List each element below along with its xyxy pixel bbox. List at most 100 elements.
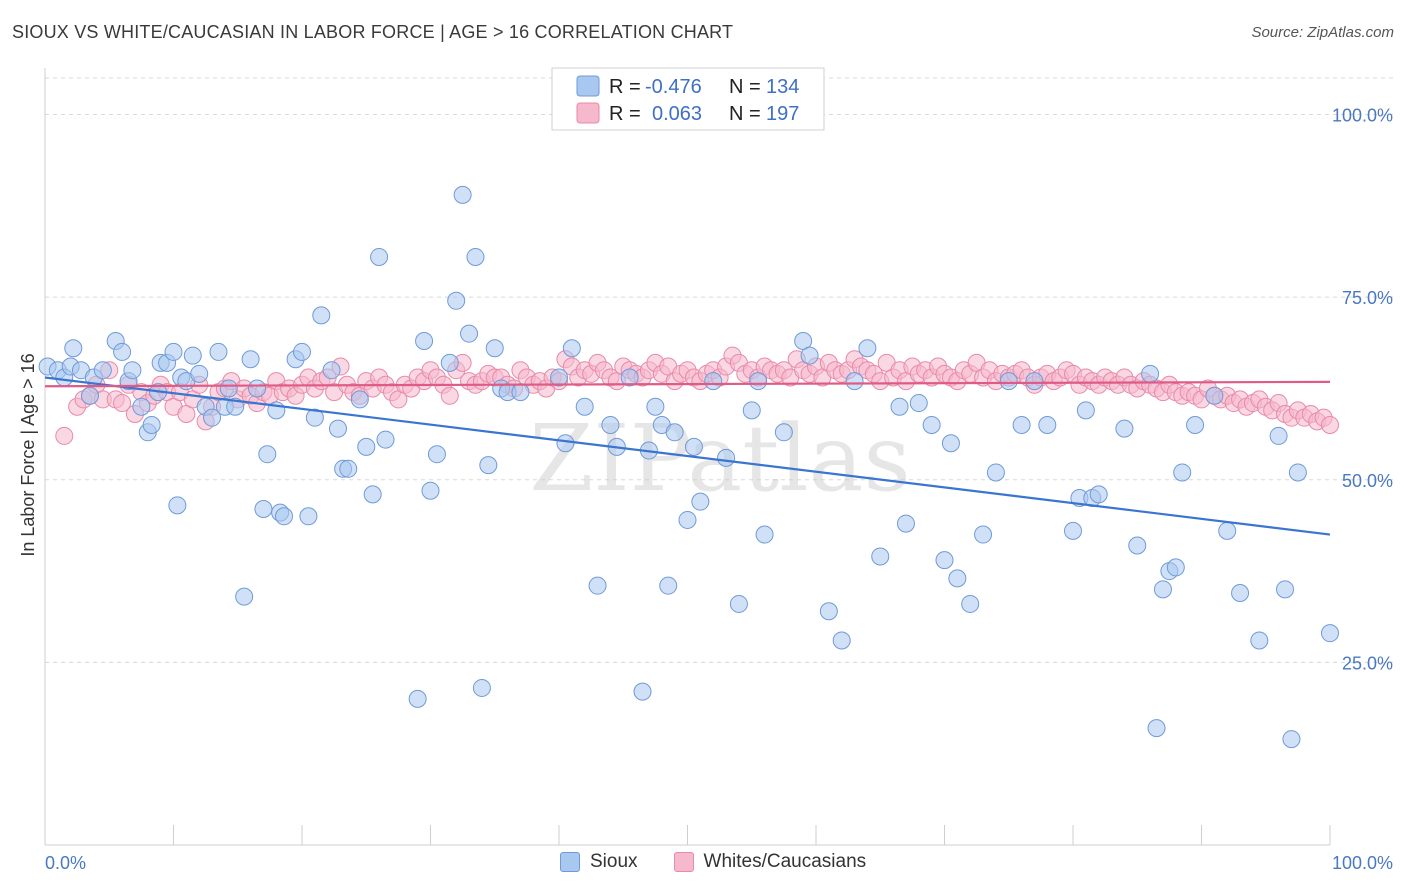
sioux-point: [322, 361, 341, 380]
sioux-point: [1153, 580, 1172, 599]
sioux-point: [941, 434, 960, 453]
sioux-point: [890, 397, 909, 416]
sioux-point: [305, 408, 324, 427]
sioux-point: [203, 408, 222, 427]
tick-labels: 25.0% 50.0% 75.0% 100.0% 0.0% 100.0%: [45, 106, 1393, 873]
sioux-point: [742, 401, 761, 420]
legend-n-value-2: 197: [766, 103, 799, 125]
trend-lines: [44, 376, 1331, 536]
legend-item-sioux: Sioux: [560, 851, 638, 873]
y-tick-label-25: 25.0%: [1342, 653, 1393, 673]
sioux-point: [132, 397, 151, 416]
white-point: [1321, 415, 1339, 434]
sioux-point: [935, 551, 954, 570]
sioux-point: [896, 514, 915, 533]
sioux-point: [717, 448, 736, 467]
sioux-point: [164, 342, 183, 361]
sioux-point: [363, 485, 382, 504]
sioux-point: [64, 339, 83, 358]
series-sioux: [38, 185, 1339, 749]
sioux-point: [312, 306, 331, 325]
legend-r-value-1: -0.476: [645, 76, 702, 98]
sioux-point: [511, 383, 530, 402]
sioux-point: [80, 386, 99, 405]
bottom-legend: Sioux Whites/Caucasians: [560, 851, 892, 873]
legend-swatch-white-bottom: [673, 852, 694, 872]
sioux-point: [142, 415, 161, 434]
sioux-point: [832, 631, 851, 650]
sioux-point: [241, 350, 260, 369]
sioux-point: [729, 594, 748, 613]
sioux-point: [704, 372, 723, 391]
sioux-point: [948, 569, 967, 588]
sioux-point: [168, 496, 187, 515]
sioux-point: [819, 602, 838, 621]
sioux-point: [974, 525, 993, 544]
sioux-point: [550, 368, 568, 387]
legend-n-label-1: N =: [729, 76, 761, 98]
sioux-point: [248, 379, 267, 398]
sioux-point: [376, 430, 395, 449]
sioux-point: [1276, 580, 1295, 599]
sioux-point: [339, 459, 358, 478]
sioux-point: [123, 361, 142, 380]
sioux-point: [601, 415, 620, 434]
sioux-point: [1089, 485, 1108, 504]
sioux-point: [1205, 386, 1224, 405]
sioux-point: [254, 499, 273, 518]
axes: [44, 68, 1331, 846]
sioux-point: [800, 346, 819, 365]
sioux-point: [1288, 463, 1307, 482]
sioux-point: [479, 456, 498, 475]
sioux-point: [1166, 558, 1185, 577]
sioux-point: [684, 437, 703, 456]
sioux-point: [922, 415, 941, 434]
sioux-point: [453, 185, 472, 204]
sioux-point: [986, 463, 1005, 482]
sioux-point: [447, 291, 466, 310]
sioux-point: [999, 372, 1018, 391]
legend-label-white: Whites/Caucasians: [703, 851, 867, 872]
legend-item-white: Whites/Caucasians: [673, 851, 867, 873]
sioux-point: [328, 419, 347, 438]
sioux-point: [440, 353, 459, 372]
legend-r-label-1: R =: [609, 76, 641, 98]
sioux-point: [466, 247, 485, 266]
sioux-point: [421, 481, 440, 500]
sioux-point: [774, 423, 793, 442]
sioux-point: [620, 368, 639, 387]
legend-swatch-white: [576, 102, 600, 124]
sioux-point: [415, 331, 434, 350]
sioux-point: [659, 576, 678, 595]
sioux-point: [1218, 521, 1237, 540]
x-tick-label-min: 0.0%: [45, 853, 86, 873]
white-point: [113, 394, 132, 413]
sioux-point: [460, 324, 479, 343]
sioux-point: [1025, 372, 1044, 391]
sioux-point: [1038, 415, 1057, 434]
legend-n-label-2: N =: [729, 103, 761, 125]
sioux-point: [93, 361, 112, 380]
sioux-trend-line: [44, 376, 1331, 536]
white-point: [55, 426, 74, 445]
sioux-point: [1128, 536, 1147, 555]
sioux-point: [357, 437, 376, 456]
sioux-point: [556, 434, 575, 453]
sioux-point: [258, 445, 277, 464]
sioux-point: [909, 394, 928, 413]
sioux-point: [293, 342, 311, 361]
sioux-point: [858, 339, 877, 358]
sioux-point: [299, 507, 318, 526]
chart-title: SIOUX VS WHITE/CAUCASIAN IN LABOR FORCE …: [12, 22, 734, 42]
sioux-point: [633, 682, 652, 701]
sioux-point: [575, 397, 594, 416]
legend-n-value-1: 134: [766, 76, 799, 98]
sioux-point: [350, 390, 369, 409]
y-axis-title: In Labor Force | Age > 16: [18, 353, 38, 556]
sioux-point: [1269, 426, 1288, 445]
sioux-point: [1321, 624, 1339, 643]
sioux-point: [275, 507, 294, 526]
sioux-point: [370, 247, 389, 266]
sioux-point: [1250, 631, 1269, 650]
